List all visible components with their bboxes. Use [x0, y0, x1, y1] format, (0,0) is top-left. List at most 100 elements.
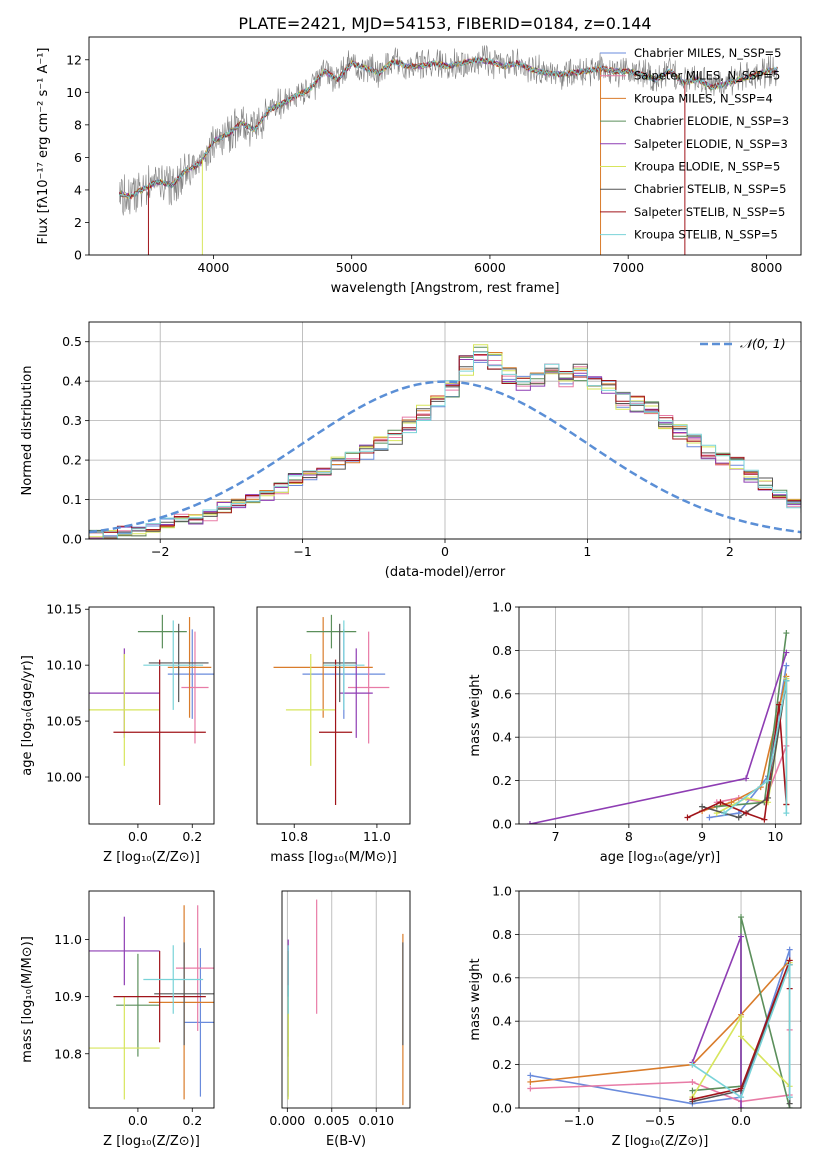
y-tick-label: 10.00 [46, 770, 82, 785]
x-tick-label: 0.000 [269, 1113, 305, 1128]
weight-marker [783, 649, 790, 656]
plot-area [119, 45, 778, 255]
x-axis-label: Z [log₁₀(Z/Z⊙)] [612, 1134, 709, 1149]
figure-title: PLATE=2421, MJD=54153, FIBERID=0184, z=0… [238, 14, 651, 33]
axes-frame [88, 321, 802, 540]
weight-marker [738, 1105, 745, 1108]
model-spectrum-line [119, 56, 778, 201]
legend-entry: Kroupa MILES, N_SSP=4 [634, 91, 773, 105]
x-axis-label: (data-model)/error [385, 565, 506, 580]
grid-lines [89, 322, 801, 540]
x-axis-label: E(B-V) [326, 1134, 366, 1149]
y-axis-label: Normed distribution [20, 366, 35, 496]
y-tick-label: 10.8 [54, 1046, 82, 1061]
plot-area [89, 905, 214, 1100]
y-tick-label: 10.05 [46, 714, 82, 729]
x-tick-label: −0.5 [645, 1113, 675, 1128]
histogram-step [89, 351, 801, 539]
y-tick-label: 12 [66, 52, 82, 67]
weight-marker [783, 677, 790, 684]
axes-frame [88, 36, 802, 256]
y-tick-label: 11.0 [54, 932, 82, 947]
x-tick-label: −1 [293, 544, 311, 559]
weight-line [701, 680, 788, 819]
weight-marker [786, 961, 793, 968]
y-tick-label: 4 [74, 182, 82, 197]
y-tick-label: 0.0 [492, 1101, 512, 1116]
y-tick-label: 6 [74, 150, 82, 165]
y-tick-label: 0.5 [62, 334, 82, 349]
legend-entry: Salpeter MILES, N_SSP=5 [634, 69, 780, 83]
y-tick-label: 10 [66, 85, 82, 100]
x-tick-label: 2 [726, 544, 734, 559]
histogram-step [89, 346, 801, 537]
y-tick-label: 0.3 [62, 413, 82, 428]
histogram-step [89, 351, 801, 538]
plot-area [89, 344, 801, 539]
y-tick-label: 0.8 [492, 643, 512, 658]
grid-lines [519, 890, 801, 1109]
weight-marker [786, 1094, 793, 1101]
panel-mass_vs_Z: 0.0 0.2 10.8 10.9 11.0 Z [log₁₀(Z/Z⊙)] mass [l… [20, 890, 215, 1149]
weight-marker [526, 821, 533, 824]
weight-marker [527, 1078, 534, 1085]
plot-area [526, 630, 790, 824]
weight-marker [721, 810, 728, 817]
weight-marker [738, 1013, 745, 1020]
weight-marker [689, 1061, 696, 1068]
axes-frame [256, 606, 411, 825]
grid-lines [286, 891, 377, 1108]
weight-marker [776, 701, 783, 708]
y-tick-label: 1.0 [492, 600, 512, 615]
weight-marker [689, 1078, 696, 1085]
weight-line [687, 704, 788, 821]
x-tick-label: 0.0 [731, 1113, 751, 1128]
panel-age_vs_mass: 10.8 11.0 mass [log₁₀(M/M⊙)] [256, 606, 411, 865]
plot-area [287, 899, 404, 1106]
y-tick-label: 0.4 [492, 730, 512, 745]
weight-marker [689, 1087, 696, 1094]
y-axis-label: mass weight [468, 674, 483, 756]
weight-marker [786, 1100, 793, 1107]
y-tick-label: 0.2 [492, 1057, 512, 1072]
y-tick-label: 0.8 [492, 927, 512, 942]
x-tick-label: 10.8 [280, 829, 308, 844]
y-tick-label: 0.6 [492, 970, 512, 985]
x-tick-label: −2 [151, 544, 169, 559]
y-tick-label: 2 [74, 215, 82, 230]
weight-marker [738, 1085, 745, 1092]
panel-age_vs_Z: 0.0 0.2 10.00 10.05 10.10 10.15 Z [log₁₀(Z/Z⊙)… [20, 602, 215, 865]
plot-area [89, 614, 214, 805]
x-tick-label: 0.0 [128, 829, 148, 844]
y-tick-label: 0.0 [492, 817, 512, 832]
y-tick-label: 10.10 [46, 658, 82, 673]
y-tick-label: 0.0 [62, 532, 82, 547]
weight-marker [743, 775, 750, 782]
x-tick-label: 0.0 [128, 1113, 148, 1128]
weight-line [716, 745, 788, 804]
panel-weight_vs_age: 7 8 9 10 0.0 0.2 0.4 0.6 0.8 1.0 age [log₁₀(age/yr… [468, 600, 802, 865]
x-tick-label: 0.2 [182, 1113, 202, 1128]
legend-entry: Kroupa ELODIE, N_SSP=5 [634, 160, 780, 174]
y-tick-label: 1.0 [492, 884, 512, 899]
weight-marker [706, 814, 713, 821]
weight-line [530, 959, 791, 1083]
y-tick-label: 10.9 [54, 989, 82, 1004]
y-tick-label: 8 [74, 117, 82, 132]
y-tick-label: 0.1 [62, 492, 82, 507]
y-axis-label: mass weight [468, 958, 483, 1040]
panel-weight_vs_Z: −1.0 −0.5 0.0 0.0 0.2 0.4 0.6 0.8 1.0 Z [log₁₀(Z/… [468, 884, 802, 1149]
x-tick-label: 4000 [198, 260, 230, 275]
x-axis-label: Z [log₁₀(Z/Z⊙)] [103, 1134, 200, 1149]
weight-marker [738, 933, 745, 940]
weight-marker [761, 816, 768, 823]
weight-marker [728, 799, 735, 806]
panel-mass_vs_ebv: 0.000 0.005 0.010 E(B-V) [269, 890, 411, 1149]
grid-lines [519, 606, 801, 825]
y-tick-label: 0.6 [492, 686, 512, 701]
panel-residuals: −2 −1 0 1 2 0.0 0.1 0.2 0.3 0.4 0.5 (data-model)/er… [20, 321, 802, 580]
y-axis-label: age [log₁₀(age/yr)] [20, 655, 35, 776]
plot-area [273, 614, 390, 805]
axes-frame [88, 890, 215, 1109]
